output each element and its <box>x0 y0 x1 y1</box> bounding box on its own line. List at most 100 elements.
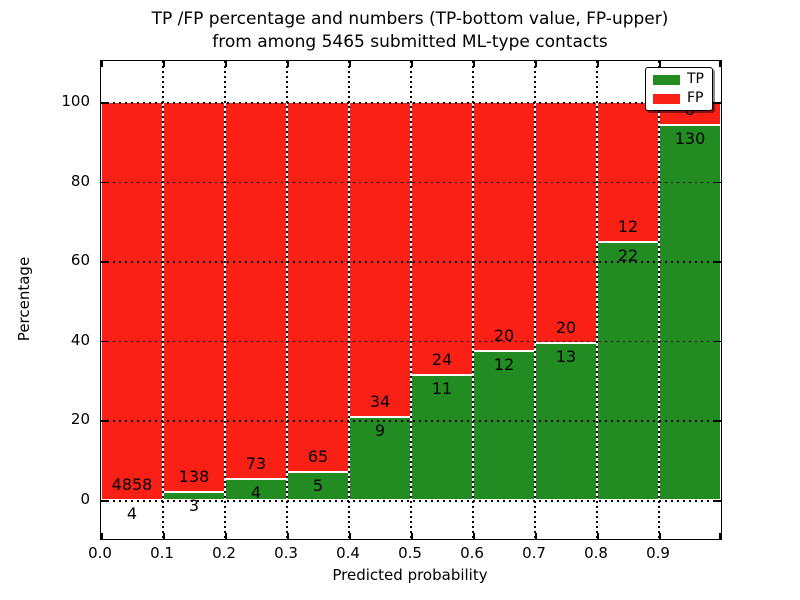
fp-bar-segment <box>473 102 535 351</box>
vertical-gridline <box>162 61 164 539</box>
vertical-gridline <box>596 61 598 539</box>
x-tick-mark <box>411 533 413 539</box>
x-tick-label: 0.7 <box>522 544 546 562</box>
fp-bar-segment <box>225 102 287 480</box>
fp-bar-segment <box>101 102 163 500</box>
fp-swatch-icon <box>653 93 680 104</box>
fp-count-label: 24 <box>431 349 453 369</box>
plot-area: 48584138373465534924112012201312228130 <box>100 60 722 540</box>
x-tick-label: 0.0 <box>88 544 112 562</box>
x-tick-mark <box>225 533 227 539</box>
horizontal-gridline <box>101 181 721 184</box>
x-tick-mark <box>473 533 475 539</box>
x-tick-mark <box>597 533 599 539</box>
tp-count-label: 9 <box>374 420 386 440</box>
x-tick-mark <box>163 533 165 539</box>
vertical-gridline <box>534 61 536 539</box>
y-tick-mark-right <box>715 420 721 422</box>
x-tick-mark-top <box>225 61 227 67</box>
x-tick-label: 0.5 <box>398 544 422 562</box>
tp-count-label: 11 <box>431 378 453 398</box>
fp-count-label: 20 <box>555 318 577 338</box>
x-tick-label: 0.3 <box>274 544 298 562</box>
x-tick-mark-top <box>473 61 475 67</box>
x-tick-label: 0.6 <box>460 544 484 562</box>
horizontal-gridline <box>101 420 721 422</box>
tp-count-label: 4 <box>126 503 138 523</box>
vertical-gridline <box>348 61 350 539</box>
x-tick-mark <box>287 533 289 539</box>
y-tick-mark-right <box>715 340 721 343</box>
legend-entry-tp: TP <box>646 72 712 87</box>
horizontal-gridline <box>101 500 721 502</box>
fp-bar-segment <box>163 102 225 492</box>
fp-bar-segment <box>349 102 411 417</box>
y-tick-label: 100 <box>61 92 90 110</box>
fp-count-label: 12 <box>617 217 639 237</box>
x-tick-label: 0.2 <box>212 544 236 562</box>
vertical-gridline <box>658 61 660 539</box>
y-tick-mark-right <box>715 102 721 104</box>
chart-title-line1: TP /FP percentage and numbers (TP-bottom… <box>151 9 669 29</box>
x-tick-mark-top <box>411 61 413 67</box>
chart-title-line2: from among 5465 submitted ML-type contac… <box>212 32 608 52</box>
x-tick-mark <box>659 533 661 539</box>
y-tick-mark-right <box>715 500 721 502</box>
horizontal-gridline <box>101 261 721 263</box>
y-tick-mark <box>101 261 107 263</box>
x-tick-mark-top <box>719 61 721 67</box>
tp-bar-segment <box>349 416 411 500</box>
legend-label-fp: FP <box>687 90 704 106</box>
fp-bar-segment <box>597 102 659 243</box>
tp-count-label: 13 <box>555 347 577 367</box>
tp-count-label: 12 <box>493 354 515 374</box>
fp-count-label: 65 <box>307 446 329 466</box>
legend-label-tp: TP <box>687 71 704 87</box>
y-tick-mark-right <box>715 261 721 263</box>
x-tick-mark-top <box>597 61 599 67</box>
y-tick-mark <box>101 340 107 343</box>
y-tick-label: 20 <box>70 410 90 429</box>
legend: TP FP <box>645 67 713 111</box>
x-tick-mark-top <box>101 61 103 67</box>
x-tick-label: 0.9 <box>646 544 670 562</box>
x-tick-mark-top <box>535 61 537 67</box>
x-tick-label: 0.8 <box>584 544 608 562</box>
tp-count-label: 4 <box>250 483 262 503</box>
x-tick-label: 0.1 <box>150 544 174 562</box>
fp-count-label: 34 <box>369 391 391 411</box>
horizontal-gridline <box>101 340 721 343</box>
x-axis-label: Predicted probability <box>332 566 488 584</box>
vertical-gridline <box>472 61 474 539</box>
fp-count-label: 4858 <box>111 474 153 494</box>
x-tick-mark-top <box>163 61 165 67</box>
fp-bar-segment <box>535 102 597 344</box>
x-tick-label: 0.4 <box>336 544 360 562</box>
x-tick-mark <box>535 533 537 539</box>
y-tick-label: 60 <box>70 251 90 270</box>
vertical-gridline <box>286 61 288 539</box>
tp-count-label: 130 <box>674 129 706 149</box>
tp-bar-segment <box>597 242 659 500</box>
fp-count-label: 138 <box>178 466 210 486</box>
fp-bar-segment <box>287 102 349 472</box>
y-tick-mark <box>101 102 107 104</box>
x-tick-mark-top <box>349 61 351 67</box>
y-tick-label: 40 <box>70 330 90 349</box>
x-tick-mark-top <box>659 61 661 67</box>
fp-count-label: 73 <box>245 454 267 474</box>
vertical-gridline <box>224 61 226 539</box>
y-tick-mark <box>101 420 107 422</box>
tp-swatch-icon <box>653 74 680 85</box>
x-tick-mark-top <box>287 61 289 67</box>
x-tick-mark <box>349 533 351 539</box>
fp-bar-segment <box>411 102 473 375</box>
tp-bar-segment <box>411 374 473 500</box>
vertical-gridline <box>410 61 412 539</box>
y-tick-label: 0 <box>80 490 90 508</box>
tp-count-label: 22 <box>617 246 639 266</box>
horizontal-gridline <box>101 102 721 104</box>
y-tick-mark <box>101 500 107 502</box>
legend-entry-fp: FP <box>646 91 712 106</box>
